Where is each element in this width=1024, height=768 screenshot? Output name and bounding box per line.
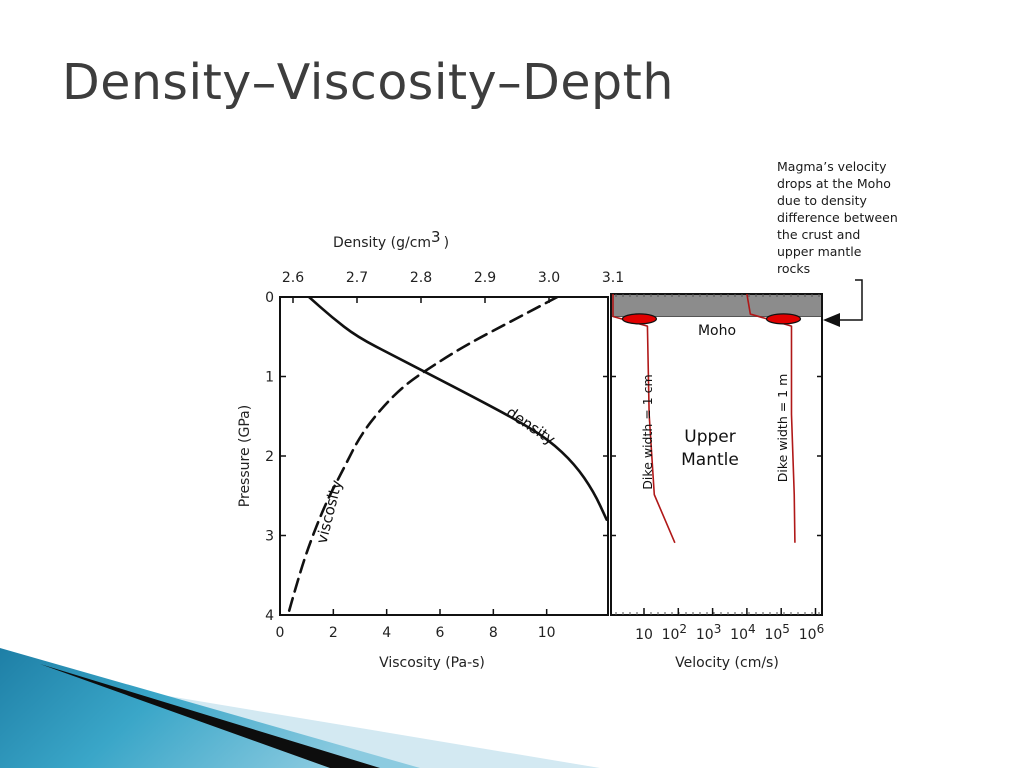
- density-axis-label: Density (g/cm3): [333, 228, 449, 251]
- dike-1m-label: Dike width = 1 m: [775, 374, 790, 483]
- dike-marker-2: [765, 313, 802, 325]
- velocity-curve-2: [746, 294, 796, 543]
- annotation-line: rocks: [777, 261, 811, 276]
- density-tick-label: 2.7: [346, 270, 368, 286]
- slide-title: Density–Viscosity–Depth: [62, 54, 674, 111]
- annotation-line: Magma’s velocity: [777, 159, 887, 174]
- velocity-tick-label: 104: [730, 622, 755, 643]
- annotation-arrow: [823, 279, 863, 327]
- viscosity-tick-label: 4: [382, 625, 391, 641]
- moho-annotation: Magma’s velocity drops at the Moho due t…: [777, 158, 898, 277]
- right-chart: 10 102 103 104 105 106 Moho Upper Mantle Dike …: [610, 293, 824, 671]
- footer-dark-stroke: [40, 664, 380, 768]
- viscosity-curve: [286, 297, 559, 615]
- velocity-axis-label: Velocity (cm/s): [675, 655, 779, 671]
- viscosity-axis-label: Viscosity (Pa-s): [379, 655, 485, 671]
- pressure-tick-label: 1: [265, 370, 274, 386]
- arrow-head-icon: [823, 313, 840, 327]
- viscosity-tick-label: 0: [276, 625, 285, 641]
- density-tick-label: 2.9: [474, 270, 496, 286]
- dike-marker-1: [621, 313, 658, 325]
- right-plot-frame: [610, 293, 823, 616]
- upper-mantle-label: Upper Mantle: [681, 427, 739, 470]
- viscosity-tick-label: 8: [489, 625, 498, 641]
- viscosity-tick-label: 10: [538, 625, 556, 641]
- pressure-axis-label: Pressure (GPa): [237, 405, 253, 507]
- pressure-tick-label: 0: [265, 290, 274, 306]
- annotation-line: due to density: [777, 193, 867, 208]
- crust-layer: [611, 294, 822, 317]
- annotation-line: upper mantle: [777, 244, 862, 259]
- pressure-tick-label: 4: [265, 608, 274, 624]
- density-tick-label: 3.0: [538, 270, 560, 286]
- footer-blue-band: [0, 648, 420, 768]
- density-tick-label: 2.8: [410, 270, 432, 286]
- velocity-tick-label: 10: [635, 627, 653, 643]
- annotation-line: difference between: [777, 210, 898, 225]
- velocity-tick-label: 102: [662, 622, 687, 643]
- viscosity-tick-label: 6: [436, 625, 445, 641]
- pressure-tick-label: 3: [265, 529, 274, 545]
- density-curve: [307, 297, 608, 521]
- velocity-tick-label: 105: [764, 622, 789, 643]
- velocity-tick-label: 106: [799, 622, 824, 643]
- dike-1cm-label: Dike width = 1 cm: [640, 374, 655, 489]
- velocity-tick-label: 103: [696, 622, 721, 643]
- velocity-curve-1: [612, 294, 676, 544]
- pressure-tick-label: 2: [265, 449, 274, 465]
- density-tick-label: 3.1: [602, 270, 624, 286]
- moho-label: Moho: [698, 323, 736, 339]
- annotation-line: the crust and: [777, 227, 861, 242]
- density-tick-label: 2.6: [282, 270, 304, 286]
- viscosity-tick-label: 2: [329, 625, 338, 641]
- annotation-line: drops at the Moho: [777, 176, 891, 191]
